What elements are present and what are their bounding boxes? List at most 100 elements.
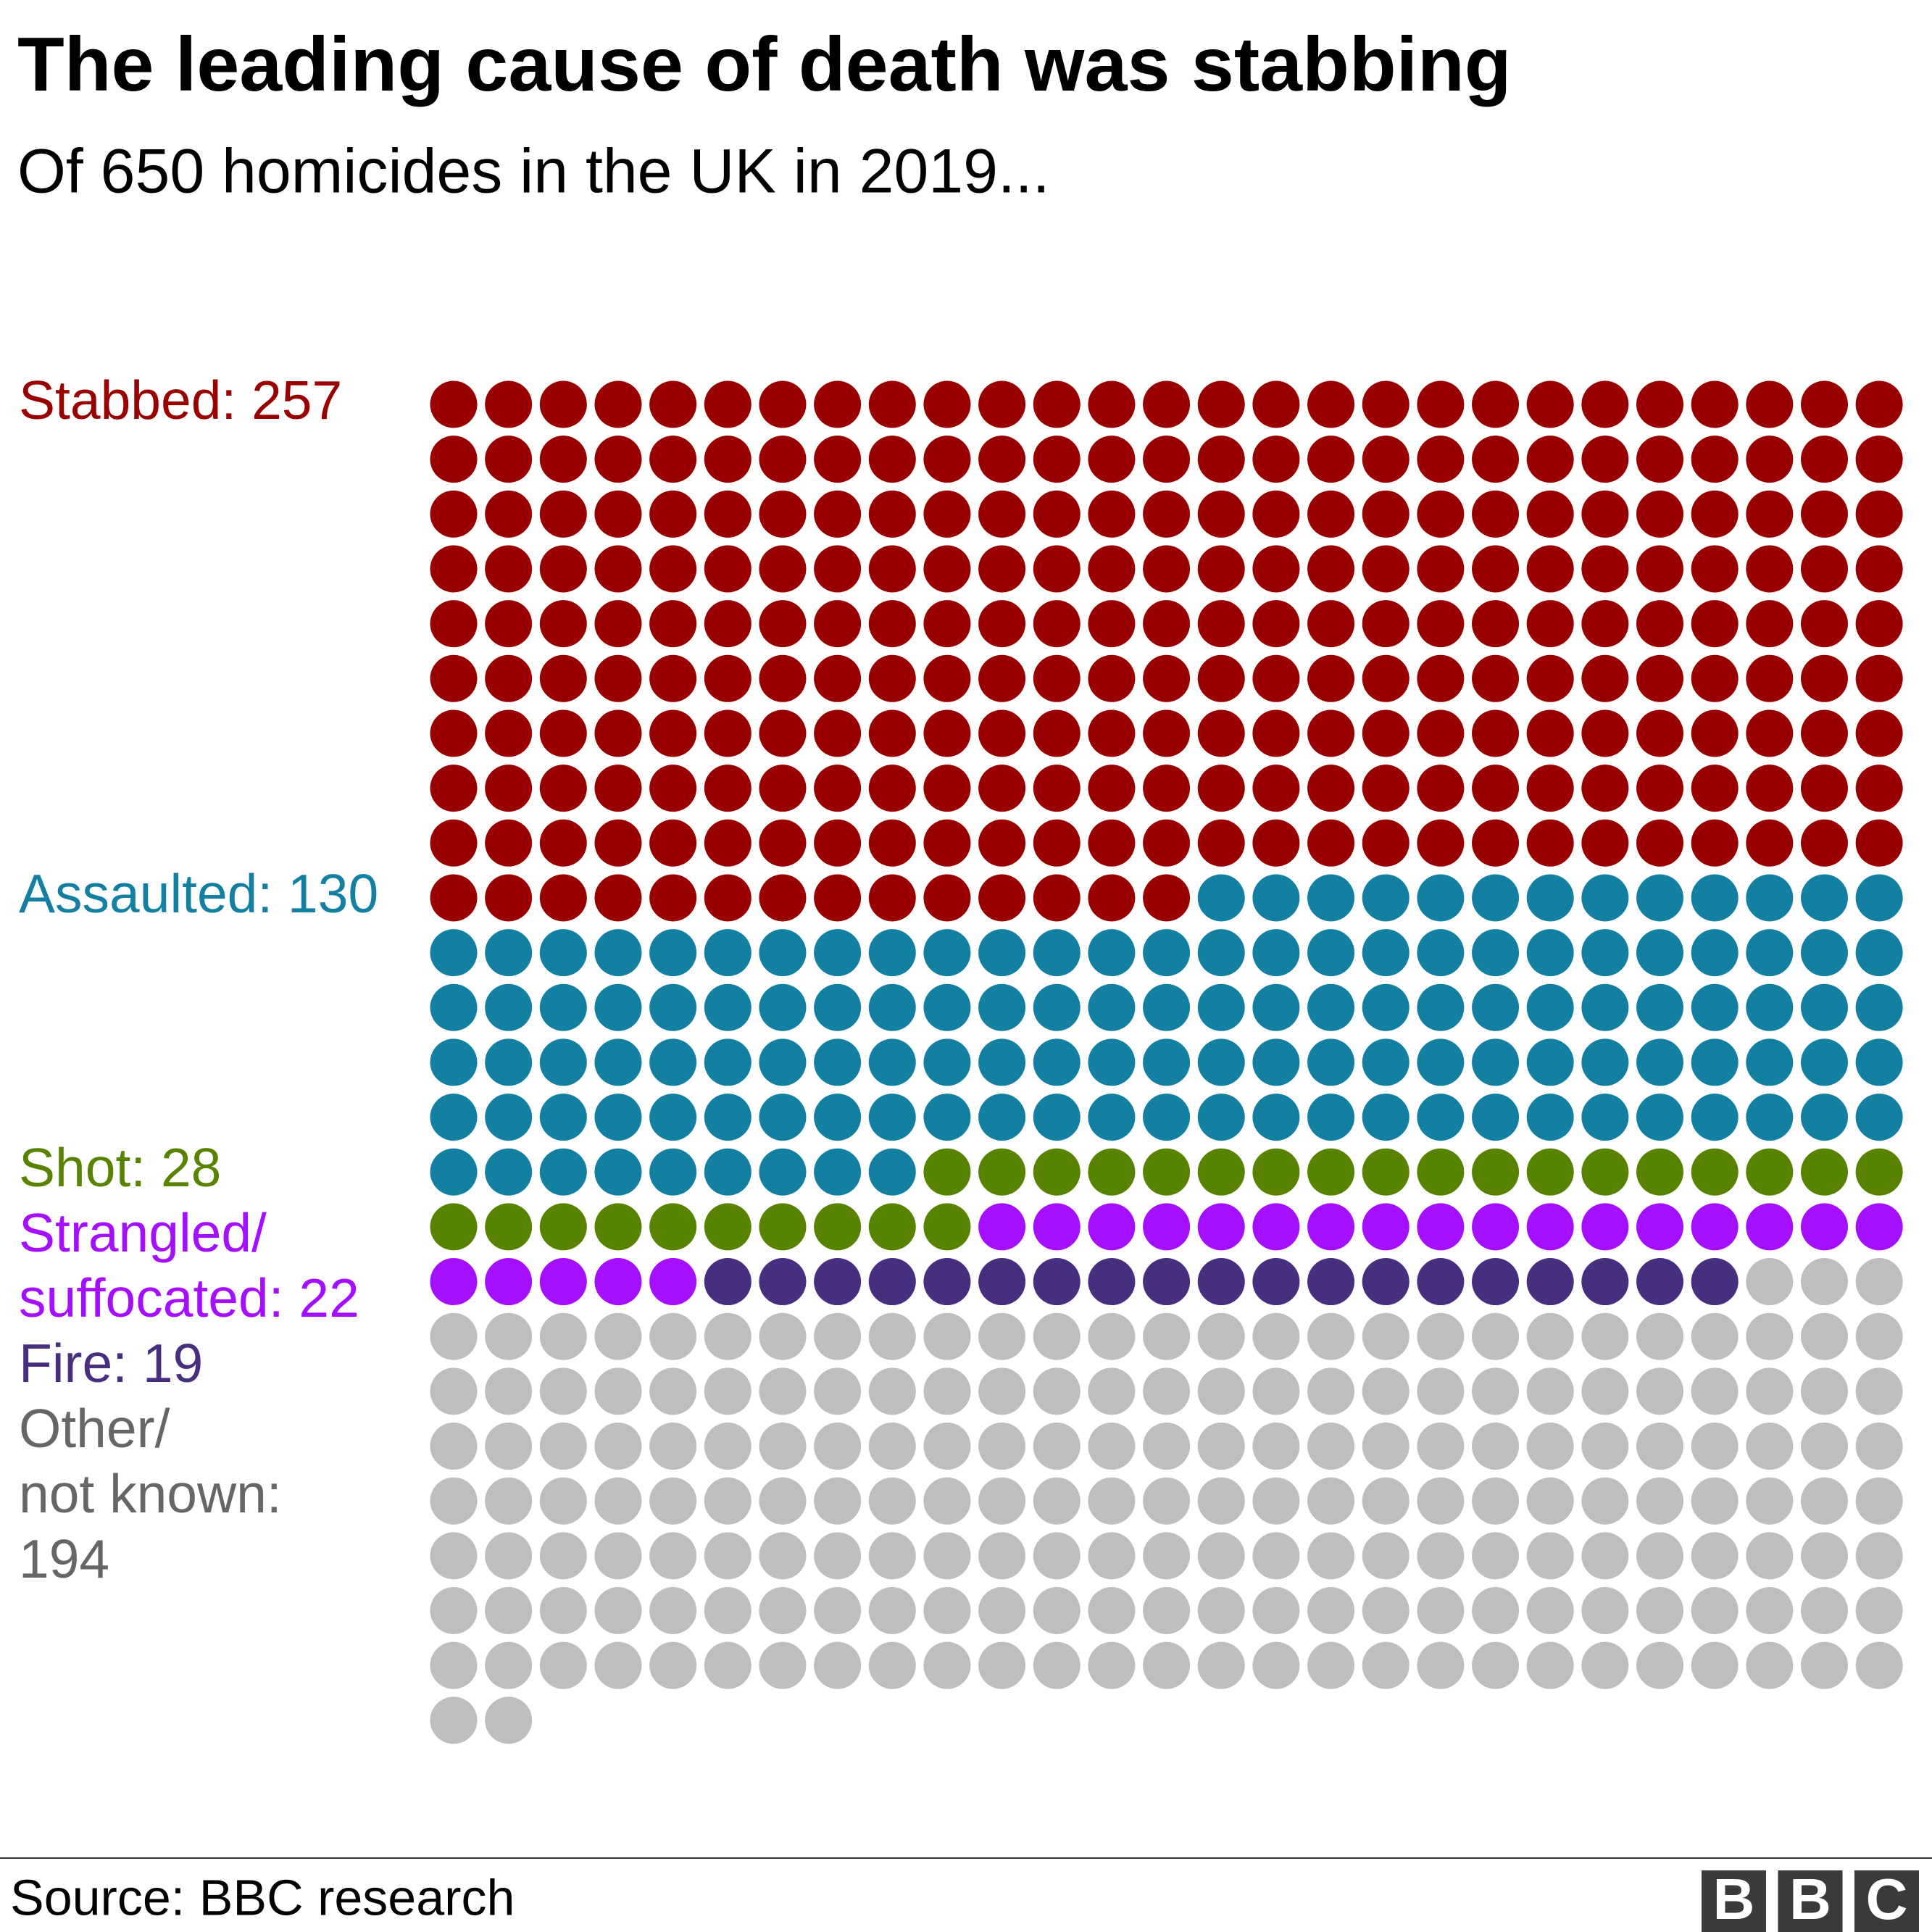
waffle-dot [1746,380,1794,428]
waffle-dot [1526,874,1574,922]
waffle-dot [759,380,807,428]
waffle-dot [539,765,587,812]
waffle-dot [1746,1312,1794,1360]
waffle-dot [1801,600,1848,648]
waffle-dot [1746,545,1794,593]
waffle-dot [539,1477,587,1525]
waffle-dot [1746,436,1794,483]
logo-block [1702,1870,1766,1932]
waffle-dot [1088,709,1136,757]
waffle-dot [978,1367,1026,1415]
waffle-dot [814,819,862,867]
waffle-dot [485,1423,533,1470]
waffle-dot [1252,1203,1300,1251]
waffle-dot [1088,929,1136,977]
waffle-dot [1417,1312,1465,1360]
waffle-dot [923,874,971,922]
waffle-dot [923,929,971,977]
waffle-dot [1362,490,1410,538]
waffle-dot [485,1094,533,1141]
waffle-dot [1746,765,1794,812]
waffle-dot [649,1367,697,1415]
waffle-dot [868,1258,916,1306]
waffle-dot [978,819,1026,867]
waffle-dot [1472,654,1520,702]
waffle-dot [1417,1258,1465,1306]
waffle-dot [594,1094,642,1141]
waffle-dot [978,765,1026,812]
waffle-dot [1197,1094,1245,1141]
waffle-dot [649,1477,697,1525]
waffle-dot [1581,1038,1629,1086]
waffle-dot [1252,874,1300,922]
waffle-dot [1801,1477,1848,1525]
waffle-dot [485,765,533,812]
waffle-dot [1472,819,1520,867]
waffle-dot [1197,545,1245,593]
waffle-dot [1636,1312,1684,1360]
waffle-dot [485,1477,533,1525]
waffle-dot [1362,929,1410,977]
waffle-dot [649,1203,697,1251]
waffle-dot [1526,1203,1574,1251]
waffle-dot [649,1258,697,1306]
waffle-dot [1252,1258,1300,1306]
waffle-dot [1636,929,1684,977]
waffle-dot [1143,819,1191,867]
waffle-dot [923,1312,971,1360]
waffle-dot [1033,1532,1080,1580]
waffle-dot [1636,1367,1684,1415]
waffle-dot [814,436,862,483]
waffle-dot [759,490,807,538]
waffle-dot [539,1038,587,1086]
waffle-dot [1417,1587,1465,1635]
waffle-dot [649,1532,697,1580]
waffle-dot [1307,1367,1355,1415]
waffle-dot [1526,1477,1574,1525]
waffle-dot [430,490,478,538]
waffle-dot [814,1038,862,1086]
waffle-dot [485,983,533,1031]
waffle-dot [1088,1587,1136,1635]
waffle-dot [814,1367,862,1415]
waffle-dot [1088,1203,1136,1251]
waffle-dot [1362,1477,1410,1525]
waffle-dot [485,436,533,483]
waffle-dot [539,1312,587,1360]
waffle-dot [649,380,697,428]
waffle-dot [539,436,587,483]
waffle-dot [649,819,697,867]
waffle-dot [759,654,807,702]
waffle-dot [1526,1532,1574,1580]
waffle-dot [814,490,862,538]
waffle-dot [1197,929,1245,977]
chart-title: The leading cause of death was stabbing [17,22,1512,107]
waffle-dot [759,874,807,922]
waffle-dot [923,765,971,812]
waffle-dot [1855,874,1903,922]
waffle-dot [1636,1258,1684,1306]
waffle-dot [1801,1641,1848,1689]
waffle-dot [868,1587,916,1635]
waffle-dot [704,819,751,867]
waffle-dot [1307,1641,1355,1689]
waffle-dot [1801,765,1848,812]
waffle-dot [539,929,587,977]
waffle-dot [1197,1532,1245,1580]
waffle-dot [1472,1532,1520,1580]
waffle-dot [1855,654,1903,702]
waffle-dot [1636,1587,1684,1635]
waffle-dot [1417,709,1465,757]
waffle-dot [868,600,916,648]
waffle-dot [1581,709,1629,757]
series-label: suffocated: 22 [19,1267,359,1328]
waffle-dot [594,1038,642,1086]
waffle-dot [1801,1532,1848,1580]
waffle-dot [1636,1532,1684,1580]
waffle-dot [1252,1367,1300,1415]
waffle-dot [814,983,862,1031]
waffle-dot [1526,929,1574,977]
waffle-dot [1417,1532,1465,1580]
waffle-dot [1252,600,1300,648]
waffle-dot [485,1038,533,1086]
